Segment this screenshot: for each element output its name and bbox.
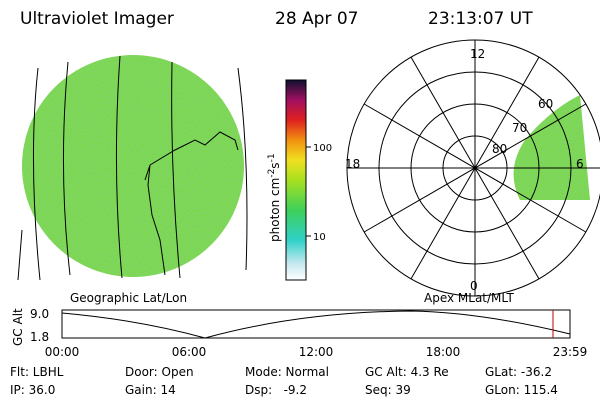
status-field: Dsp: -9.2 <box>245 383 307 397</box>
status-field: Gain: 14 <box>125 383 176 397</box>
colorbar-tick-label: 100 <box>313 143 332 154</box>
mlat-label: 70 <box>512 121 527 135</box>
status-field: GC Alt: 4.3 Re <box>365 365 449 379</box>
unit-exp: -2 <box>267 169 277 178</box>
alt-y-tick: 1.8 <box>30 330 49 344</box>
mlt-label: 12 <box>470 47 485 61</box>
left-label: Geographic Lat/Lon <box>70 291 187 305</box>
unit-exp: -1 <box>267 153 277 162</box>
time: 23:13:07 UT <box>428 9 533 29</box>
alt-x-tick: 06:00 <box>172 345 207 359</box>
colorbar <box>285 79 307 281</box>
title: Ultraviolet Imager <box>20 9 174 29</box>
mlat-label: 60 <box>538 97 553 111</box>
polar-plot <box>346 39 600 297</box>
date: 28 Apr 07 <box>275 9 358 29</box>
alt-x-tick: 00:00 <box>45 345 80 359</box>
status-field: Flt: LBHL <box>10 365 64 379</box>
mlat-label: 80 <box>492 142 507 156</box>
earth-image <box>17 55 248 281</box>
alt-x-tick: 18:00 <box>426 345 461 359</box>
alt-x-tick: 23:59 <box>553 345 588 359</box>
status-field: GLon: 115.4 <box>485 383 558 397</box>
altitude-plot <box>61 309 571 339</box>
colorbar-unit: photon cm-2s-1 <box>267 153 282 242</box>
status-field: IP: 36.0 <box>10 383 55 397</box>
polar-label: Apex MLat/MLT <box>424 291 514 305</box>
mlt-label: 18 <box>345 157 360 171</box>
status-field: Door: Open <box>125 365 194 379</box>
colorbar-tick-label: 10 <box>313 232 326 243</box>
unit-text: photon cm <box>268 178 282 242</box>
alt-x-tick: 12:00 <box>299 345 334 359</box>
polar-spoke <box>363 103 587 233</box>
mlt-label: 6 <box>576 157 584 171</box>
mlt-label: 0 <box>470 279 478 293</box>
alt-axis-label: GC Alt <box>11 308 25 346</box>
alt-y-tick: 9.0 <box>30 307 49 321</box>
status-field: Mode: Normal <box>245 365 329 379</box>
status-field: GLat: -36.2 <box>485 365 552 379</box>
unit-text: s <box>268 162 282 168</box>
status-field: Seq: 39 <box>365 383 411 397</box>
